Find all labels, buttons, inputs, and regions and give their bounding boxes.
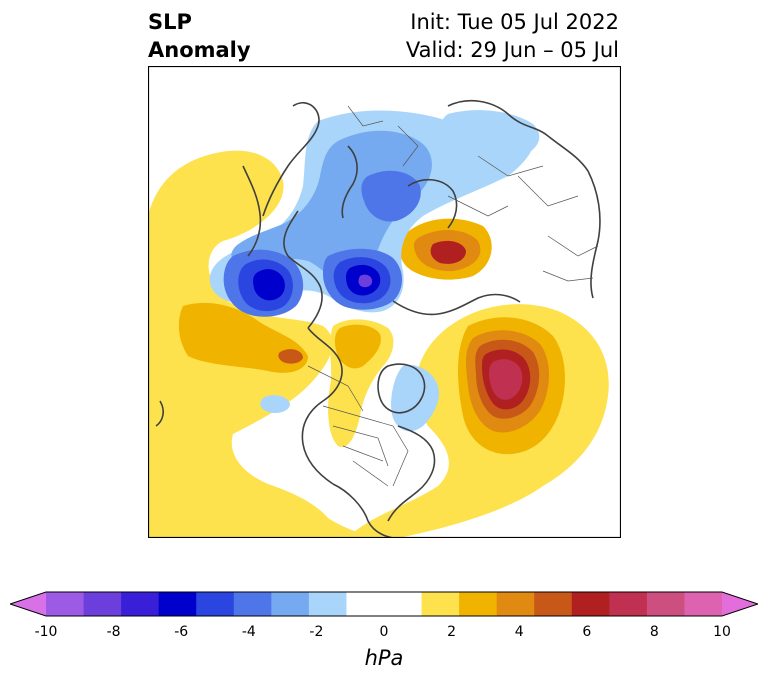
colorbar-bin (459, 592, 498, 616)
coastlines (155, 99, 601, 538)
anomaly-2hpa-arctic (334, 324, 381, 369)
colorbar-tick-label: -10 (34, 624, 58, 640)
colorbar-tick-label: 6 (582, 624, 592, 640)
colorbar-tick-label: 4 (514, 624, 524, 640)
colorbar-tick-label: 0 (379, 624, 389, 640)
colorbar-tick-label: 2 (447, 624, 457, 640)
colorbar-bin (271, 592, 310, 616)
colorbar-under-arrow (10, 592, 46, 616)
anomaly-4hpa-pacific-small (278, 349, 303, 364)
colorbar-outline (10, 591, 758, 617)
negative-anomaly-north-america (391, 365, 439, 432)
colorbar-bin (421, 592, 460, 616)
anomaly-minus2-polar (231, 130, 432, 285)
colorbar-bin (121, 592, 160, 616)
colorbar-tick-label: -8 (106, 624, 121, 640)
colorbar-bin (571, 592, 610, 616)
colorbar-bin (609, 592, 648, 616)
colorbar-tick-label: -2 (309, 624, 324, 640)
map-dates: Init: Tue 05 Jul 2022 Valid: 29 Jun – 05… (406, 8, 619, 64)
colorbar-bin (233, 592, 272, 616)
map-title: SLP Anomaly (148, 8, 251, 64)
colorbar-over-arrow (722, 592, 758, 616)
colorbar-bin (534, 592, 573, 616)
colorbar-bin (346, 592, 385, 616)
colorbar-bin (158, 592, 197, 616)
colorbar-bin (496, 592, 535, 616)
country-borders (307, 105, 599, 487)
colorbar-tick-label: -6 (174, 624, 189, 640)
colorbar-bin (684, 592, 723, 616)
anomaly-map (148, 66, 621, 538)
valid-range: Valid: 29 Jun – 05 Jul (405, 38, 619, 62)
colorbar-bins (46, 592, 723, 616)
init-date: Init: Tue 05 Jul 2022 (410, 10, 619, 34)
colorbar-bin (384, 592, 423, 616)
anomaly-2hpa-pacific (178, 302, 308, 373)
anomaly-minus10-arctic (358, 274, 373, 288)
anomaly-6hpa-siberia (430, 240, 466, 264)
negative-anomaly-pacific-small (260, 395, 290, 414)
colorbar-bin (46, 592, 85, 616)
anomaly-minus4-russia (361, 170, 421, 222)
colorbar-bin (196, 592, 235, 616)
negative-anomaly-siberia (439, 110, 540, 163)
colorbar-tick-label: 8 (649, 624, 659, 640)
anomaly-10hpa-atlantic (488, 359, 523, 400)
colorbar-bin (308, 592, 347, 616)
colorbar (10, 591, 758, 617)
title-variable: SLP (148, 10, 192, 34)
colorbar-bin (83, 592, 122, 616)
map-frame (148, 66, 621, 538)
colorbar-unit: hPa (364, 646, 404, 670)
colorbar-bin (646, 592, 685, 616)
anomaly-minus8-pacific (253, 269, 285, 301)
title-field: Anomaly (148, 38, 251, 62)
colorbar-tick-label: 10 (713, 624, 731, 640)
colorbar-tick-label: -4 (241, 624, 256, 640)
